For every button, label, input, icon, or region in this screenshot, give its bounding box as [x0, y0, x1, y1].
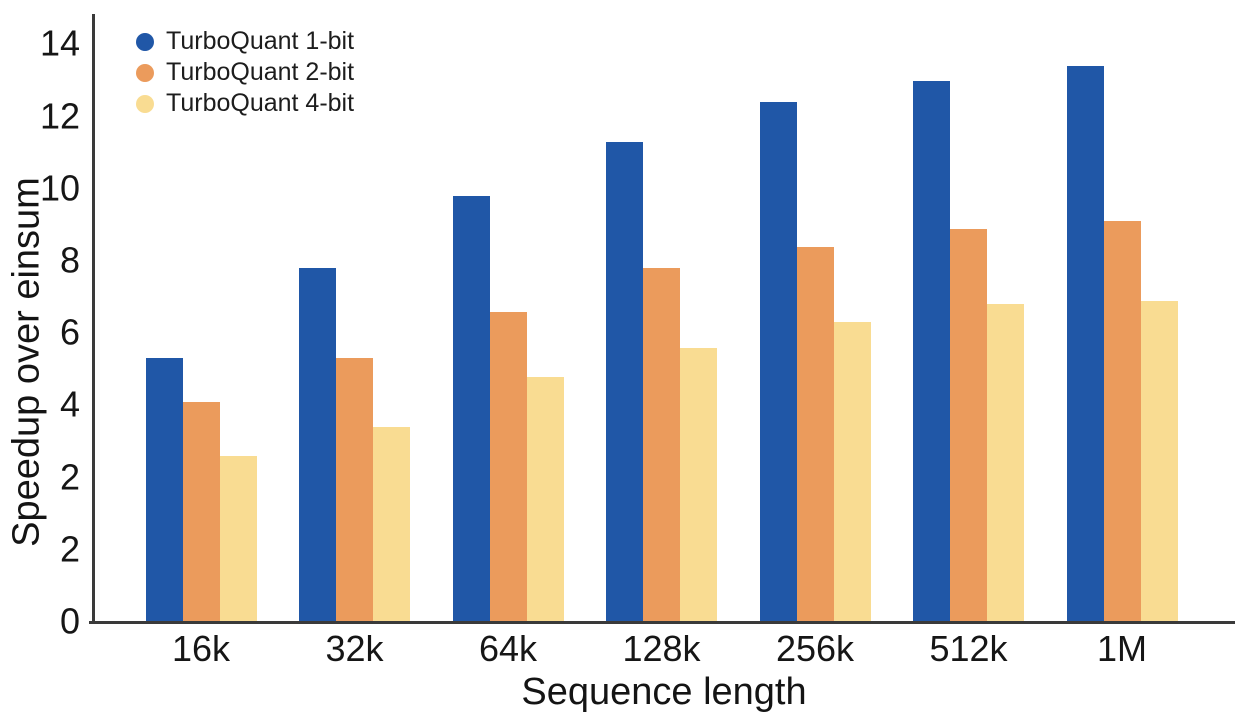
legend-label: TurboQuant 2-bit [166, 58, 355, 86]
bar-turboquant-2-bit-256k [796, 246, 834, 622]
x-tick-label-32k: 32k [325, 628, 384, 669]
x-tick-label-256k: 256k [775, 628, 855, 669]
bar-turboquant-1-bit-16k [145, 358, 183, 622]
bar-turboquant-4-bit-64k [526, 376, 564, 622]
legend-swatch-icon [136, 94, 154, 113]
bar-turboquant-1-bit-128k [606, 141, 643, 622]
bar-turboquant-2-bit-512k [950, 228, 987, 622]
bar-turboquant-1-bit-256k [759, 102, 797, 622]
legend-label: TurboQuant 4-bit [166, 89, 355, 117]
x-axis-title: Sequence length [521, 671, 807, 713]
bar-turboquant-2-bit-64k [489, 311, 527, 622]
legend: TurboQuant 1-bit TurboQuant 2-bit TurboQua… [136, 26, 354, 119]
y-axis-line [92, 14, 95, 624]
bar-turboquant-4-bit-128k [680, 347, 717, 622]
y-tick-label-7: 12 [39, 94, 80, 136]
x-tick-label-64k: 64k [478, 628, 538, 669]
bar-turboquant-1-bit-64k [452, 196, 490, 622]
bar-turboquant-4-bit-32k [373, 427, 410, 622]
y-tick-label-4: 6 [59, 311, 80, 353]
y-tick-label-3: 4 [59, 383, 80, 425]
bar-turboquant-1-bit-1M [1066, 66, 1104, 622]
legend-swatch-icon [136, 32, 154, 51]
x-axis-line [89, 621, 1235, 624]
y-tick-label-8: 14 [39, 22, 80, 64]
legend-item-turboquant-2-bit: TurboQuant 2-bit [136, 57, 354, 88]
legend-label: TurboQuant 1-bit [166, 27, 355, 55]
x-tick-label-512k: 512k [929, 628, 1008, 669]
bar-turboquant-1-bit-32k [299, 268, 336, 622]
legend-item-turboquant-1-bit: TurboQuant 1-bit [136, 26, 354, 57]
legend-swatch-icon [136, 63, 154, 82]
y-tick-label-6: 10 [39, 167, 80, 209]
y-tick-label-1: 2 [59, 528, 80, 570]
bar-turboquant-4-bit-256k [833, 322, 871, 622]
bar-turboquant-2-bit-1M [1103, 221, 1141, 622]
legend-item-turboquant-4-bit: TurboQuant 4-bit [136, 88, 354, 119]
bar-turboquant-2-bit-32k [336, 358, 373, 622]
bar-turboquant-4-bit-1M [1140, 300, 1178, 622]
bar-turboquant-1-bit-512k [913, 80, 950, 622]
y-tick-label-5: 8 [59, 239, 80, 281]
bar-turboquant-2-bit-128k [643, 268, 680, 622]
x-tick-label-1M: 1M [1096, 628, 1148, 669]
x-tick-label-16k: 16k [171, 628, 231, 669]
bar-turboquant-4-bit-512k [987, 304, 1024, 622]
y-tick-label-2: 2 [59, 455, 80, 497]
bar-turboquant-2-bit-16k [182, 401, 220, 622]
x-tick-label-128k: 128k [622, 628, 701, 669]
bar-turboquant-4-bit-16k [219, 455, 257, 622]
y-tick-label-0: 0 [59, 600, 80, 642]
